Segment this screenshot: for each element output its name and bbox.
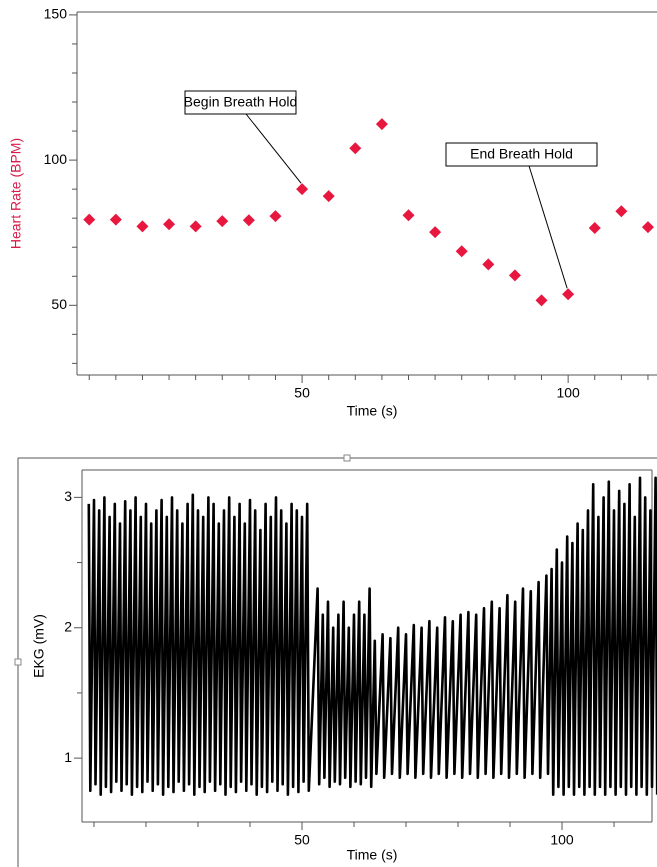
annotation-box [445,142,598,167]
y-tick-label: 150 [44,6,68,22]
y-tick-label: 100 [44,151,68,167]
y-tick-label: 2 [64,618,72,634]
data-point [83,213,96,226]
x-axis-label: Time (s) [347,847,398,863]
annotation-pointer [245,113,302,184]
data-point [349,142,362,155]
data-point [136,220,149,233]
data-point [588,222,601,235]
y-axis-label: EKG (mV) [31,614,47,678]
x-axis-label: Time (s) [347,403,398,419]
annotation-pointer [528,165,568,289]
data-point [375,118,388,131]
data-point [615,205,628,218]
x-tick-label: 100 [550,832,574,848]
data-point [216,215,229,228]
data-point [269,210,282,223]
data-point [402,209,415,222]
y-tick-label: 3 [64,488,72,504]
ekg-line [87,476,657,796]
data-point [322,190,335,203]
data-point [482,258,495,271]
y-tick-label: 1 [64,749,72,765]
data-point [296,183,309,196]
annotation-box [184,90,297,115]
data-point [242,214,255,227]
data-point [109,213,122,226]
y-axis-label: Heart Rate (BPM) [8,138,24,249]
annotation-text: Begin Breath Hold [184,94,298,110]
data-point [189,220,202,233]
data-point [562,288,575,301]
handle[interactable] [14,658,22,666]
annotation-text: End Breath Hold [470,146,573,162]
handle[interactable] [343,454,351,462]
data-point [641,221,654,234]
x-tick-label: 100 [556,385,580,401]
data-point [163,218,176,231]
y-tick-label: 50 [51,296,67,312]
x-tick-label: 50 [294,832,310,848]
data-point [429,226,442,239]
data-point [508,269,521,282]
data-point [455,245,468,258]
x-tick-label: 50 [294,385,310,401]
data-point [535,294,548,307]
